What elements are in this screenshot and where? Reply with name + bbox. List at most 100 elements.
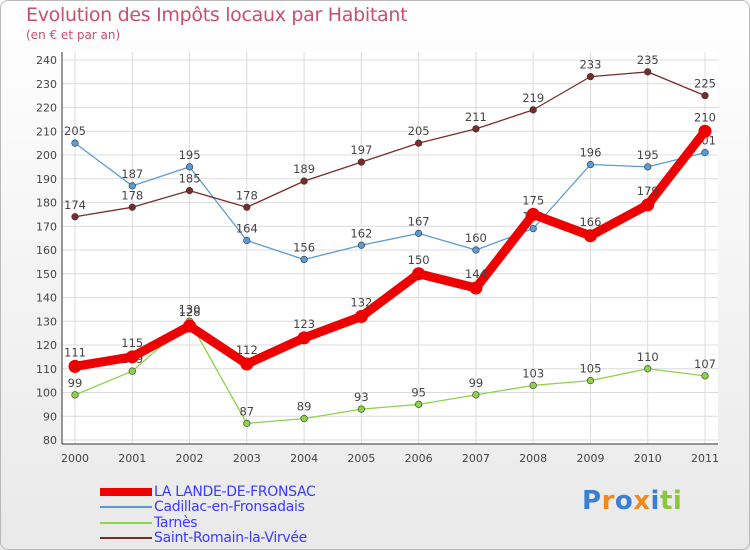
y-tick-label-120: 120 xyxy=(36,339,57,352)
data-point-s2-2000 xyxy=(71,391,79,399)
data-point-s1-2007 xyxy=(472,246,480,254)
data-label-s0-2009: 166 xyxy=(579,215,601,229)
data-label-s0-2006: 150 xyxy=(408,253,430,267)
data-label-s1-2007: 160 xyxy=(465,231,487,245)
data-label-s0-2002: 128 xyxy=(179,305,201,319)
x-tick-label-2000: 2000 xyxy=(61,452,89,465)
data-label-s3-2006: 205 xyxy=(408,124,430,138)
y-tick-label-210: 210 xyxy=(36,125,57,138)
x-tick-label-2007: 2007 xyxy=(462,452,490,465)
y-tick-label-220: 220 xyxy=(36,102,57,115)
legend: LA LANDE-DE-FRONSAC Cadillac-en-Fronsada… xyxy=(100,484,316,546)
data-point-s3-2005 xyxy=(357,158,365,166)
data-label-s0-2007: 144 xyxy=(465,267,487,281)
data-label-s2-2006: 95 xyxy=(411,385,426,399)
legend-item-tarnes: Tarnès xyxy=(100,515,316,531)
data-point-s1-2011 xyxy=(701,149,709,157)
data-label-s3-2008: 219 xyxy=(522,91,544,105)
y-tick-label-180: 180 xyxy=(36,197,57,210)
x-tick-label-2008: 2008 xyxy=(519,452,547,465)
data-label-s2-2003: 87 xyxy=(239,404,254,418)
x-tick-label-2004: 2004 xyxy=(290,452,318,465)
x-tick-label-2002: 2002 xyxy=(176,452,204,465)
legend-item-cadillac: Cadillac-en-Fronsadais xyxy=(100,499,316,516)
data-point-s1-2001 xyxy=(128,182,136,190)
data-point-s1-2010 xyxy=(644,163,652,171)
x-tick-label-2005: 2005 xyxy=(347,452,375,465)
chart-title: Evolution des Impôts locaux par Habitant xyxy=(26,4,408,26)
data-point-s1-2009 xyxy=(586,160,595,169)
data-point-s0-2009 xyxy=(583,229,597,243)
y-tick-label-240: 240 xyxy=(36,54,57,67)
y-tick-label-150: 150 xyxy=(36,268,57,281)
data-label-s3-2007: 211 xyxy=(465,110,487,124)
data-label-s2-2011: 107 xyxy=(694,357,716,371)
legend-item-la-lande: LA LANDE-DE-FRONSAC xyxy=(100,484,316,500)
data-point-s3-2011 xyxy=(701,92,709,100)
data-label-s2-2010: 110 xyxy=(637,350,659,364)
proxiti-logo: Proxiti xyxy=(582,486,682,516)
data-point-s1-2004 xyxy=(300,255,308,264)
data-point-s0-2002 xyxy=(183,319,197,333)
data-label-s1-2001: 187 xyxy=(121,167,143,181)
data-point-s0-2004 xyxy=(297,331,311,345)
data-point-s3-2006 xyxy=(415,139,423,147)
chart-subtitle: (en € et par an) xyxy=(26,28,121,42)
y-tick-label-140: 140 xyxy=(36,292,57,305)
data-point-s2-2001 xyxy=(128,367,136,375)
data-label-s3-2001: 178 xyxy=(121,188,143,202)
data-label-s3-2010: 235 xyxy=(637,53,659,67)
data-point-s2-2004 xyxy=(300,415,308,423)
data-point-s1-2003 xyxy=(243,236,251,245)
x-tick-label-2009: 2009 xyxy=(576,452,604,465)
y-tick-label-80: 80 xyxy=(43,434,57,447)
data-label-s2-2004: 89 xyxy=(297,400,312,414)
data-label-s3-2011: 225 xyxy=(694,77,716,91)
data-label-s2-2008: 103 xyxy=(522,366,544,380)
x-tick-label-2011: 2011 xyxy=(691,452,719,465)
data-label-s2-2009: 105 xyxy=(579,362,601,376)
data-point-s0-2000 xyxy=(68,359,82,373)
data-point-s2-2008 xyxy=(529,381,537,389)
x-tick-label-2001: 2001 xyxy=(118,452,146,465)
y-tick-label-200: 200 xyxy=(36,149,57,162)
data-label-s2-2005: 93 xyxy=(354,390,369,404)
data-point-s0-2011 xyxy=(698,124,712,138)
data-point-s0-2006 xyxy=(412,267,426,281)
logo-letter: i xyxy=(650,486,660,516)
data-point-s0-2005 xyxy=(354,310,368,323)
y-tick-label-90: 90 xyxy=(43,410,57,423)
x-tick-label-2006: 2006 xyxy=(405,452,433,465)
data-point-s1-2005 xyxy=(357,241,365,249)
y-tick-label-230: 230 xyxy=(36,78,57,91)
y-tick-label-100: 100 xyxy=(36,387,57,400)
data-label-s1-2003: 164 xyxy=(236,222,258,236)
legend-label-tarnes: Tarnès xyxy=(154,514,198,531)
y-tick-label-160: 160 xyxy=(36,244,57,257)
x-tick-label-2003: 2003 xyxy=(233,452,261,465)
data-label-s0-2003: 112 xyxy=(236,343,258,357)
series-line-0 xyxy=(70,126,710,371)
data-label-s0-2000: 111 xyxy=(64,345,86,359)
x-tick-label-2010: 2010 xyxy=(634,452,662,465)
data-point-s0-2001 xyxy=(125,350,139,364)
data-point-s0-2003 xyxy=(240,357,254,371)
plot-area xyxy=(62,52,718,444)
data-point-s3-2009 xyxy=(586,73,595,81)
data-point-s0-2010 xyxy=(641,198,655,212)
y-tick-label-130: 130 xyxy=(36,315,57,328)
data-label-s2-2007: 99 xyxy=(469,376,484,390)
legend-label-cadillac: Cadillac-en-Fronsadais xyxy=(154,499,305,516)
line-chart: 8090100110120130140150160170180190200210… xyxy=(36,52,719,465)
data-point-s3-2007 xyxy=(472,125,480,133)
series-line-1 xyxy=(74,142,706,261)
data-label-s3-2009: 233 xyxy=(579,58,601,72)
data-label-s1-2004: 156 xyxy=(293,241,315,255)
series-line-3 xyxy=(74,71,706,218)
data-label-s0-2001: 115 xyxy=(121,336,143,350)
data-label-s1-2005: 162 xyxy=(350,226,372,240)
data-label-s3-2000: 174 xyxy=(64,198,86,212)
y-tick-label-110: 110 xyxy=(36,363,57,376)
data-label-s0-2005: 132 xyxy=(350,296,372,310)
data-point-s0-2008 xyxy=(526,207,540,221)
